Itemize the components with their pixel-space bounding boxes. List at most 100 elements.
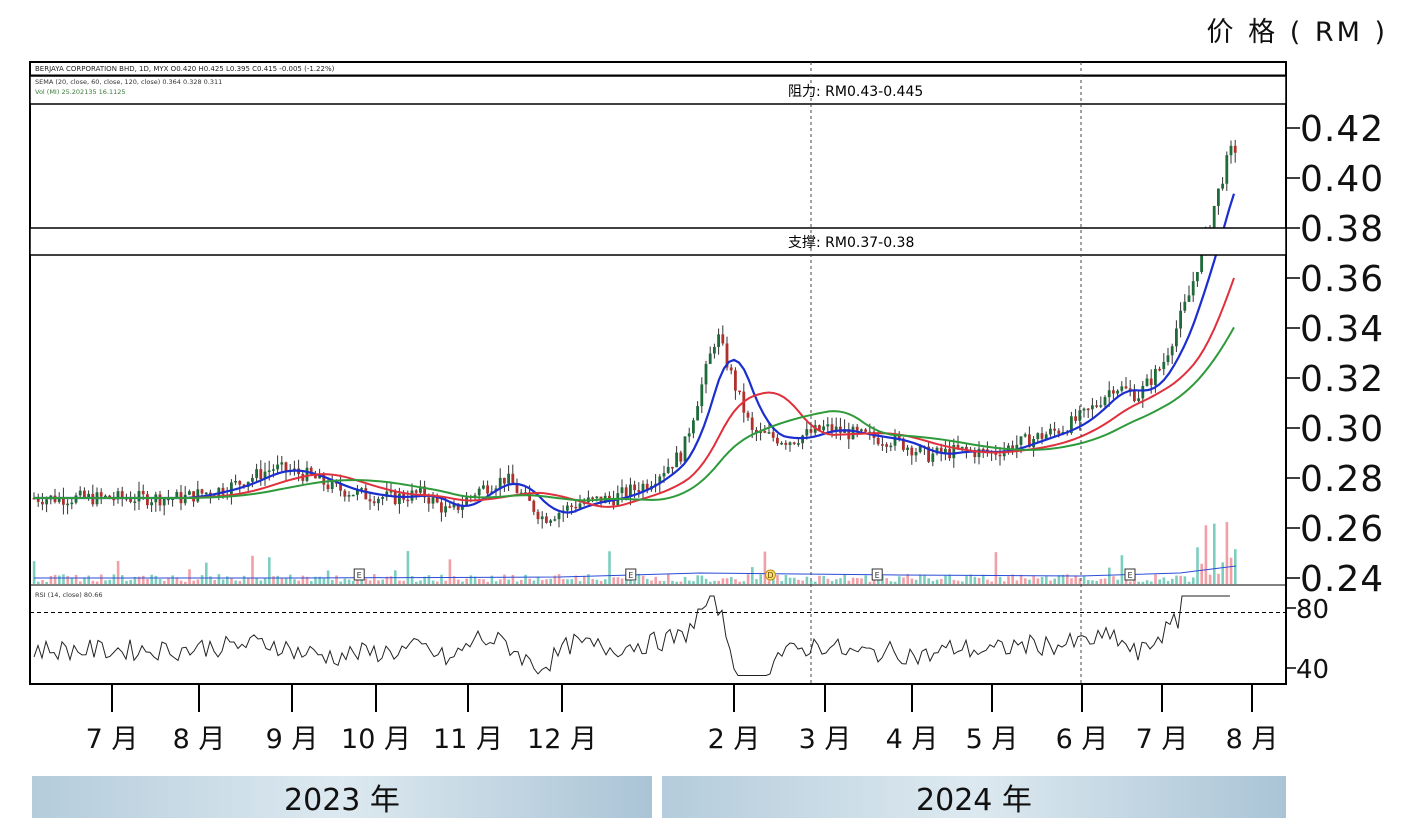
- volume-bar: [746, 574, 750, 584]
- candle-body: [914, 452, 918, 456]
- volume-bar: [347, 579, 351, 584]
- candle-body: [305, 467, 309, 481]
- volume-bar: [314, 576, 317, 584]
- candle-body: [427, 497, 431, 504]
- candle-body: [150, 502, 153, 506]
- candle-body: [339, 483, 342, 491]
- volume-bar: [234, 580, 237, 584]
- candle-body: [137, 490, 141, 502]
- volume-bar: [158, 579, 162, 584]
- candle-body: [158, 494, 162, 506]
- volume-bar: [767, 580, 771, 584]
- volume-bar: [898, 576, 901, 584]
- volume-bar: [1103, 578, 1107, 584]
- volume-bar: [146, 578, 149, 584]
- candle-body: [452, 503, 456, 508]
- volume-bar: [696, 575, 699, 584]
- volume-bar: [776, 575, 779, 584]
- volume-bar: [494, 581, 498, 584]
- volume-bar: [322, 577, 326, 584]
- candle-body: [939, 447, 943, 454]
- candle-body: [830, 424, 834, 432]
- candle-body: [683, 436, 687, 462]
- volume-bar: [1217, 573, 1220, 584]
- candle-body: [129, 498, 132, 502]
- candle-body: [381, 497, 384, 499]
- candle-body: [1162, 361, 1166, 370]
- volume-bar: [373, 574, 376, 584]
- candle-body: [347, 495, 351, 497]
- volume-bar: [108, 579, 111, 584]
- candle-body: [259, 469, 263, 480]
- candle-body: [763, 430, 767, 433]
- candle-body: [738, 390, 741, 393]
- volume-bar: [910, 578, 914, 584]
- volume-bar: [553, 575, 557, 584]
- candle-body: [734, 370, 737, 391]
- volume-bar: [205, 562, 208, 584]
- volume-bar: [482, 579, 485, 584]
- candle-body: [251, 477, 254, 482]
- candle-body: [133, 501, 137, 503]
- candle-body: [364, 488, 368, 500]
- candle-body: [1028, 434, 1031, 448]
- volume-bar: [709, 581, 712, 584]
- volume-bar: [381, 579, 384, 584]
- volume-bar: [780, 581, 783, 584]
- volume-bar: [423, 576, 426, 584]
- volume-bar: [885, 578, 888, 584]
- candle-body: [725, 343, 729, 368]
- month-tick-label: 7 月: [1136, 724, 1189, 755]
- volume-bar: [45, 581, 48, 584]
- volume-bar: [112, 574, 116, 584]
- candle-body: [696, 406, 699, 421]
- volume-bar: [121, 575, 124, 584]
- candle-body: [99, 492, 103, 497]
- volume-bar: [297, 580, 300, 584]
- candle-body: [360, 488, 363, 490]
- volume-bar: [440, 574, 443, 584]
- volume-bar: [284, 578, 288, 584]
- volume-bar: [604, 579, 607, 584]
- volume-bar: [704, 578, 708, 584]
- price-tick-label: 0.24: [1300, 559, 1384, 600]
- candle-body: [284, 462, 288, 472]
- candle-body: [645, 483, 649, 490]
- volume-bar: [608, 551, 611, 584]
- price-tick-label: 0.32: [1300, 359, 1384, 400]
- candle-body: [1149, 378, 1153, 385]
- candle-body: [965, 446, 968, 450]
- candle-body: [276, 464, 279, 470]
- volume-bar: [1045, 576, 1048, 584]
- chart-frame: [29, 61, 1287, 685]
- volume-bar: [457, 579, 460, 584]
- candle-body: [1124, 386, 1128, 389]
- candle-body: [578, 503, 582, 509]
- candle-body: [671, 466, 674, 469]
- earnings-marker-label: E: [1127, 571, 1132, 580]
- volume-bar: [32, 561, 36, 584]
- volume-bar: [847, 580, 851, 584]
- volume-bar: [1208, 574, 1212, 584]
- volume-bar: [1003, 581, 1006, 584]
- price-tick-label: 0.36: [1300, 259, 1384, 300]
- volume-bar: [507, 579, 510, 584]
- candle-body: [87, 493, 90, 498]
- volume-bar: [646, 578, 649, 584]
- candle-body: [1170, 346, 1174, 356]
- volume-header: Vol (MI) 25.202135 16.1125: [35, 88, 126, 96]
- volume-bar: [675, 581, 678, 584]
- volume-bar: [184, 581, 187, 584]
- candle-body: [881, 444, 884, 446]
- volume-bar: [994, 552, 998, 584]
- candle-body: [704, 363, 708, 385]
- ma-lines-layer: [34, 193, 1236, 514]
- candle-body: [372, 501, 376, 504]
- volume-bar: [998, 576, 1002, 584]
- volume-bar: [251, 555, 254, 584]
- volume-bar: [570, 579, 573, 584]
- candle-body: [272, 469, 275, 471]
- volume-bar: [566, 579, 569, 584]
- price-unit-label: 价 格 ( RM ): [1206, 17, 1388, 48]
